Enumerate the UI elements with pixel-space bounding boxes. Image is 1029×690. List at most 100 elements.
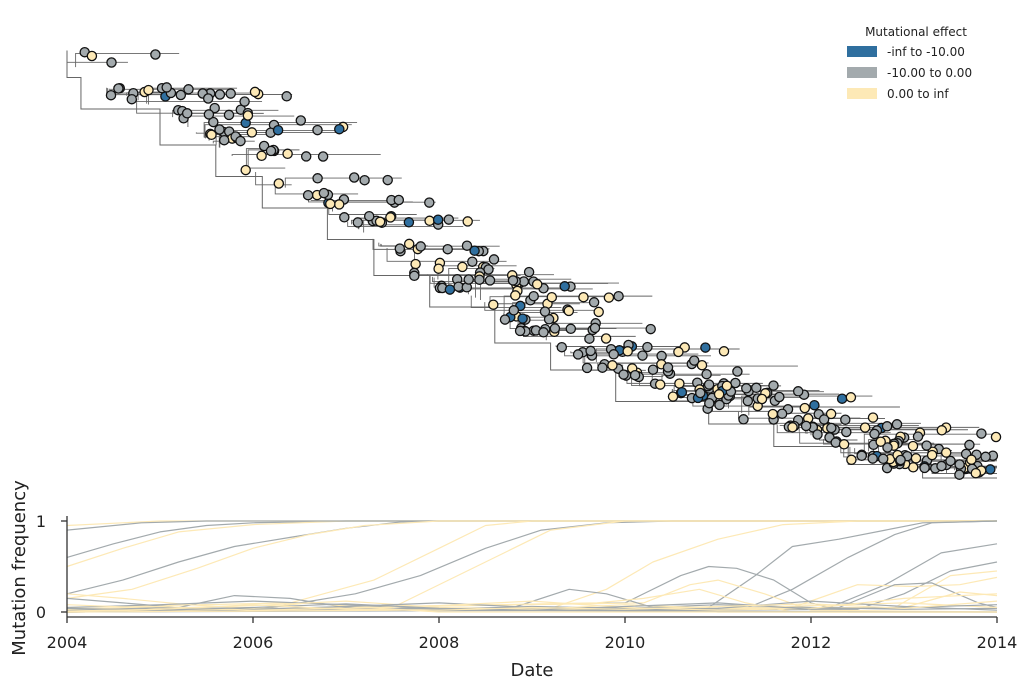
mutation-node — [869, 428, 880, 440]
mutation-node — [907, 440, 919, 452]
mutation-node — [703, 379, 715, 390]
tree-branch — [863, 433, 997, 451]
legend-label-mild-deleterious: -10.00 to 0.00 — [887, 66, 972, 80]
mutation-node — [300, 151, 312, 162]
mutation-node — [235, 135, 246, 147]
mutation-node — [442, 243, 453, 255]
mutation-node — [507, 275, 519, 286]
frequency-line — [66, 520, 997, 599]
mutation-node — [618, 369, 629, 380]
mutation-node — [593, 306, 604, 318]
tree-branch — [66, 50, 128, 63]
mutation-node — [637, 350, 648, 361]
mutation-node — [394, 243, 406, 254]
mutation-node — [281, 91, 292, 102]
mutation-node — [875, 436, 886, 447]
mutation-node — [312, 173, 323, 184]
mutation-node — [845, 392, 857, 403]
tree-branch — [570, 351, 618, 354]
mutation-node — [249, 86, 261, 98]
mutation-node — [859, 422, 871, 433]
mutation-node — [714, 399, 725, 411]
tree-branch — [489, 303, 580, 305]
mutation-node — [578, 291, 589, 303]
mutation-node — [246, 127, 258, 138]
mutation-node — [738, 414, 749, 425]
x-tick-label: 2004 — [47, 633, 88, 652]
mutation-node — [206, 129, 217, 141]
legend-label-beneficial: 0.00 to inf — [887, 87, 949, 101]
tree-branch — [75, 52, 180, 68]
mutation-node — [613, 290, 624, 302]
y-tick-label: 0 — [36, 603, 46, 622]
mutation-node — [385, 212, 396, 223]
legend-swatch-mild-deleterious — [847, 67, 877, 78]
mutation-node — [713, 389, 725, 400]
mutation-node — [409, 270, 420, 282]
mutation-node — [432, 214, 444, 225]
mutation-node — [940, 447, 952, 458]
mutation-node — [846, 454, 857, 466]
mutation-node — [654, 379, 666, 390]
mutation-node — [225, 88, 236, 99]
tree-branch — [741, 395, 873, 413]
tree-branch — [822, 439, 966, 445]
mutation-node — [588, 297, 600, 308]
mutation-node — [143, 84, 154, 96]
mutation-node — [607, 360, 618, 371]
x-tick-label: 2006 — [233, 633, 274, 652]
mutation-node — [818, 414, 830, 425]
mutation-node — [549, 323, 561, 334]
mutation-node — [302, 189, 314, 201]
mutation-node — [581, 362, 593, 374]
y-axis-label: Mutation frequency — [9, 480, 30, 656]
mutation-node — [667, 391, 679, 402]
mutation-node — [415, 241, 426, 252]
mutation-node — [645, 323, 656, 335]
mutation-node — [113, 83, 124, 94]
mutation-node — [787, 422, 798, 433]
mutation-node — [976, 428, 987, 439]
tree-branch — [432, 276, 529, 283]
mutation-node — [208, 116, 219, 128]
mutation-node — [126, 93, 138, 105]
mutation-node — [223, 109, 235, 121]
mutation-node — [840, 414, 851, 425]
mutation-node — [272, 124, 284, 136]
mutation-node — [202, 93, 214, 104]
mutation-node — [531, 279, 543, 290]
mutation-node — [674, 378, 685, 389]
mutation-node — [964, 439, 975, 451]
mutation-node — [203, 109, 215, 120]
mutation-node — [433, 263, 444, 274]
mutation-node — [597, 362, 608, 373]
mutation-node — [695, 387, 706, 399]
mutation-node — [488, 299, 499, 310]
mutation-node — [242, 110, 254, 121]
mutation-node — [325, 198, 336, 210]
mutation-node — [508, 305, 520, 316]
tree-branch — [231, 154, 381, 157]
mutation-node — [474, 274, 485, 285]
mutation-node — [352, 217, 364, 228]
mutation-node — [718, 346, 730, 357]
frequency-line — [66, 520, 997, 613]
mutation-node — [467, 256, 478, 267]
mutation-node — [363, 210, 375, 222]
mutation-node — [867, 453, 878, 464]
mutation-frequency-chart: 2004 2006 2008 2010 2012 2014 01 Date Mutatio… — [9, 480, 1017, 681]
frequency-line — [66, 579, 998, 613]
mutation-node — [528, 290, 539, 302]
tree-trunk — [66, 50, 997, 479]
mutation-node — [382, 174, 393, 186]
mutation-node — [282, 148, 293, 160]
mutation-node — [339, 212, 350, 223]
mutation-node — [676, 386, 688, 398]
mutation-node — [867, 412, 879, 423]
tree-branch — [347, 221, 464, 227]
tree-branch — [247, 149, 300, 167]
tree-branch — [748, 406, 900, 416]
mutation-node — [970, 467, 982, 479]
mutation-node — [980, 451, 991, 463]
mutation-node — [556, 341, 568, 353]
